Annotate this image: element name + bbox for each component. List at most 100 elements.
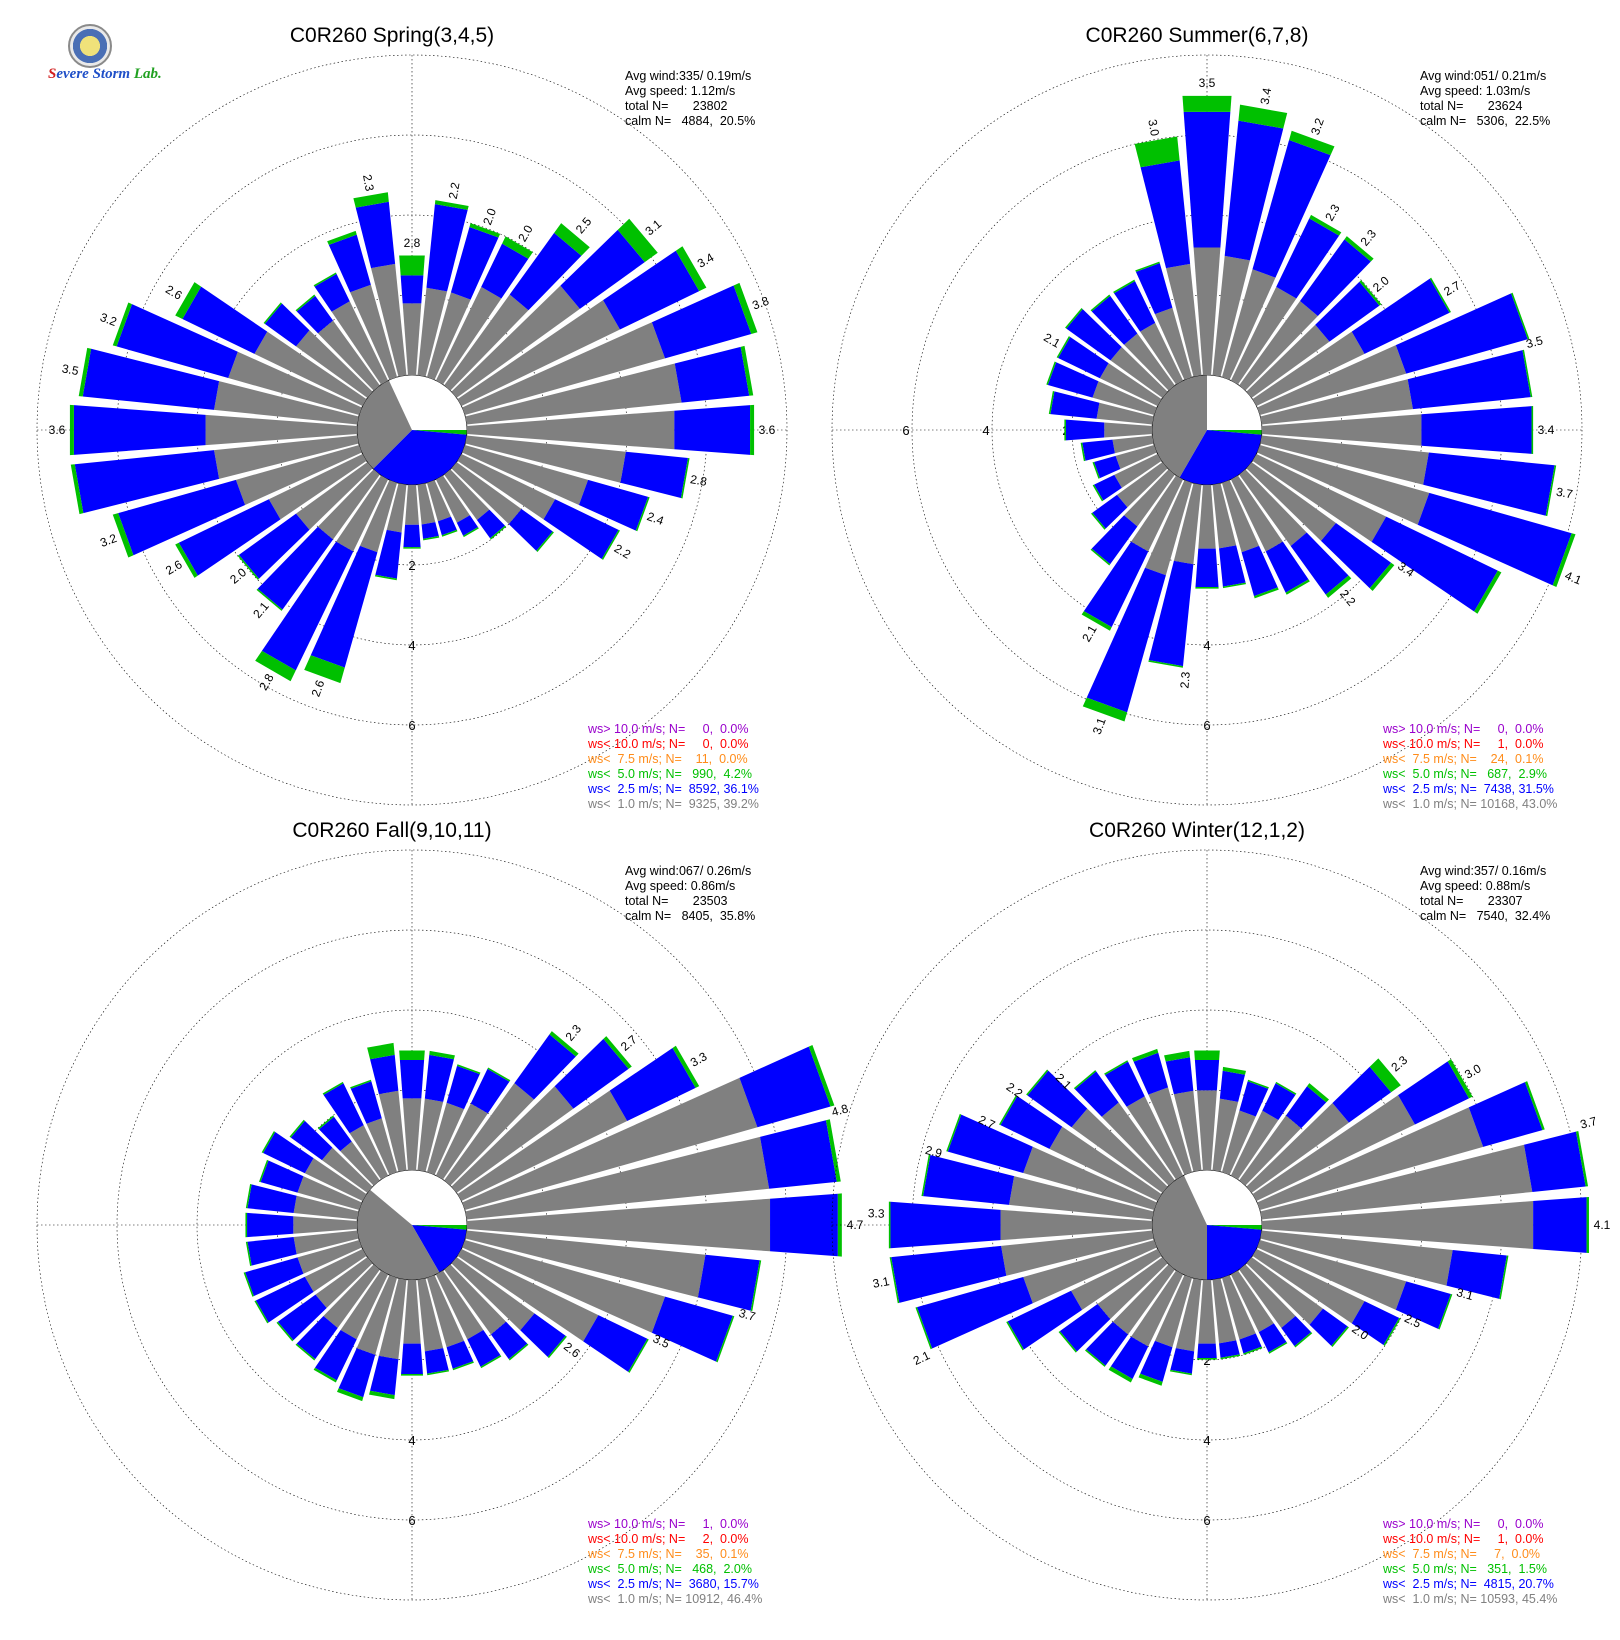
bar-segment-lt25 bbox=[514, 1034, 576, 1100]
bar-segment-lt1 bbox=[1104, 422, 1153, 438]
bar-value-label: 3.5 bbox=[1199, 76, 1216, 90]
bar-segment-lt25 bbox=[247, 1184, 297, 1213]
bar-dir-0 bbox=[399, 1050, 425, 1171]
bar-segment-lt5 bbox=[1084, 1349, 1106, 1367]
bar-dir-10 bbox=[417, 1050, 455, 1172]
bar-segment-lt1 bbox=[297, 1176, 362, 1211]
bar-value-label: 3.5 bbox=[1525, 333, 1545, 351]
legend-entry: ws< 2.5 m/s; N= 8592, 36.1% bbox=[587, 782, 759, 796]
bar-segment-lt1 bbox=[1221, 480, 1260, 553]
bar-segment-lt25 bbox=[1086, 1321, 1129, 1366]
bar-segment-lt5 bbox=[245, 1241, 252, 1266]
bar-segment-lt1 bbox=[402, 303, 422, 376]
bar-value-label: 2.0 bbox=[227, 565, 249, 587]
bar-segment-lt1 bbox=[1212, 1278, 1237, 1344]
bar-segment-lt5 bbox=[1104, 1060, 1129, 1075]
bar-segment-lt5 bbox=[313, 1367, 337, 1383]
bar-segment-lt5 bbox=[1307, 1083, 1330, 1103]
bar-segment-lt5 bbox=[69, 404, 74, 456]
bar-dir-250 bbox=[1092, 444, 1157, 479]
legend-entry: ws> 10.0 m/s; N= 0, 0.0% bbox=[1382, 722, 1544, 736]
bar-segment-lt25 bbox=[1091, 515, 1138, 565]
bar-segment-lt5 bbox=[999, 1095, 1018, 1126]
bar-segment-lt1 bbox=[466, 410, 675, 450]
stats-line: Avg speed: 1.03m/s bbox=[1420, 84, 1530, 98]
bar-segment-lt5 bbox=[1195, 586, 1219, 589]
bar-segment-lt25 bbox=[674, 346, 750, 403]
bar-segment-lt1 bbox=[1261, 414, 1422, 446]
bar-dir-210 bbox=[255, 475, 389, 682]
bar-segment-lt25 bbox=[74, 450, 220, 514]
logo-text: Severe Storm Lab. bbox=[48, 66, 162, 82]
bar-segment-lt5 bbox=[263, 302, 282, 324]
bar-segment-lt25 bbox=[1398, 1061, 1469, 1125]
bar-segment-lt1 bbox=[378, 1090, 407, 1172]
bar-segment-lt25 bbox=[1309, 1308, 1348, 1346]
bar-dir-260 bbox=[245, 1230, 359, 1266]
bar-segment-lt1 bbox=[465, 1136, 770, 1220]
bar-segment-lt1 bbox=[340, 1270, 389, 1340]
bar-segment-lt25 bbox=[310, 545, 378, 668]
bar-value-label: 3.7 bbox=[737, 1306, 757, 1324]
legend-entry: ws< 7.5 m/s; N= 35, 0.1% bbox=[587, 1547, 749, 1561]
bar-dir-110 bbox=[462, 1239, 735, 1363]
bar-segment-lt1 bbox=[451, 462, 522, 525]
bar-dir-190 bbox=[1148, 483, 1202, 668]
bar-segment-lt25 bbox=[247, 1212, 294, 1238]
bar-segment-lt25 bbox=[1047, 362, 1099, 398]
bar-dir-340 bbox=[350, 1079, 398, 1175]
bar-segment-lt25 bbox=[182, 286, 268, 354]
bar-segment-lt25 bbox=[1165, 1057, 1194, 1095]
bar-segment-lt5 bbox=[350, 1079, 372, 1089]
bar-segment-lt1 bbox=[315, 1257, 373, 1308]
bar-segment-lt25 bbox=[1094, 455, 1121, 479]
bar-segment-lt1 bbox=[1173, 1090, 1202, 1172]
bar-segment-lt25 bbox=[1332, 1066, 1392, 1123]
bar-segment-lt25 bbox=[1133, 1052, 1169, 1095]
bar-segment-lt1 bbox=[1154, 307, 1193, 380]
bar-segment-lt5 bbox=[502, 236, 533, 259]
bar-segment-lt25 bbox=[426, 204, 468, 292]
bar-segment-lt5 bbox=[317, 1115, 334, 1130]
bar-segment-lt1 bbox=[293, 1216, 358, 1234]
bar-segment-lt1 bbox=[1212, 1098, 1239, 1172]
stats-line: Avg wind:067/ 0.26m/s bbox=[625, 864, 751, 878]
ring-label: 4 bbox=[408, 638, 415, 653]
bar-segment-lt25 bbox=[296, 1316, 338, 1360]
bar-segment-lt1 bbox=[1193, 247, 1221, 376]
bar-segment-lt1 bbox=[1230, 475, 1283, 552]
bar-segment-lt1 bbox=[426, 292, 471, 380]
bar-segment-lt1 bbox=[1166, 263, 1202, 377]
bar-dir-240 bbox=[1006, 1248, 1162, 1351]
bar-segment-lt1 bbox=[1246, 1102, 1349, 1193]
bar-value-label: 3.1 bbox=[1090, 715, 1109, 736]
bar-dir-330 bbox=[1113, 279, 1184, 385]
bar-segment-lt5 bbox=[675, 246, 707, 292]
bar-segment-lt1 bbox=[323, 1264, 380, 1329]
bar-value-label: 2.0 bbox=[515, 222, 536, 244]
bar-segment-lt5 bbox=[915, 1307, 933, 1350]
bar-dir-120 bbox=[1252, 1248, 1401, 1346]
bar-segment-lt5 bbox=[733, 282, 758, 334]
bar-segment-lt5 bbox=[1243, 1346, 1263, 1355]
bar-dir-160 bbox=[426, 1275, 474, 1371]
ring-label: 4 bbox=[1203, 638, 1210, 653]
bar-dir-80 bbox=[1260, 349, 1533, 425]
bar-segment-lt1 bbox=[1126, 1096, 1184, 1180]
stats-line: Avg wind:335/ 0.19m/s bbox=[625, 69, 751, 83]
bar-segment-lt1 bbox=[356, 1275, 398, 1355]
bar-segment-lt25 bbox=[450, 226, 499, 300]
bar-segment-lt25 bbox=[1065, 419, 1105, 441]
bar-segment-lt5 bbox=[374, 574, 397, 581]
bar-segment-lt25 bbox=[1027, 1070, 1088, 1128]
bar-segment-lt5 bbox=[1289, 130, 1335, 156]
bar-segment-lt5 bbox=[254, 1300, 269, 1324]
bar-segment-lt1 bbox=[1252, 331, 1365, 407]
stats-line: total N= 23624 bbox=[1420, 99, 1523, 113]
bar-segment-lt25 bbox=[1351, 1301, 1400, 1345]
bar-segment-lt1 bbox=[349, 1125, 389, 1180]
stats-line: Avg speed: 0.86m/s bbox=[625, 879, 735, 893]
bar-segment-lt5 bbox=[1222, 582, 1247, 589]
seal-icon bbox=[68, 24, 112, 68]
bar-segment-lt5 bbox=[487, 1067, 511, 1082]
